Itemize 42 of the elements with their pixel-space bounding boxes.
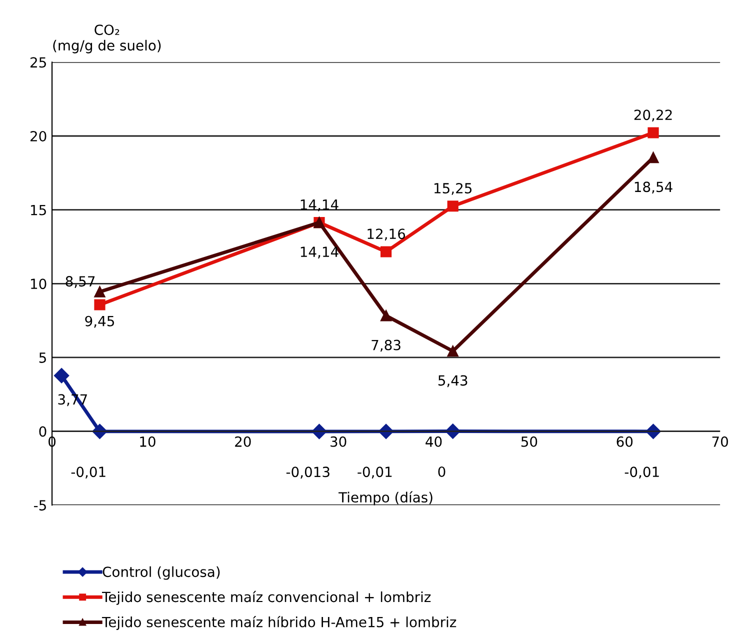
point	[447, 200, 458, 212]
data-label: 15,25	[434, 182, 472, 195]
data-label: 14,14	[300, 200, 338, 212]
x-tick-label: 40	[426, 436, 442, 447]
point	[54, 368, 70, 384]
data-label: -0,01	[624, 466, 659, 479]
y-tick-label: 25	[30, 57, 46, 68]
data-label: -0,01	[71, 466, 106, 479]
data-label: 18,54	[634, 182, 672, 194]
data-label: -0,013	[286, 466, 330, 479]
y-tick-label: 20	[30, 130, 46, 142]
point	[94, 286, 106, 298]
point	[380, 246, 392, 258]
point	[94, 299, 106, 310]
y-axis-title: CO₂ (mg/g de suelo)	[53, 24, 161, 54]
x-tick-label: 60	[616, 436, 633, 447]
point	[648, 152, 659, 164]
legend-label: Control (glucosa)	[102, 566, 220, 580]
data-label: 0	[438, 466, 446, 477]
x-tick-label: 10	[140, 436, 156, 447]
data-label: 7,83	[372, 340, 400, 352]
x-tick-label: 50	[521, 436, 538, 447]
y-tick-label: 0	[39, 426, 46, 437]
data-label: 12,16	[368, 228, 406, 241]
point	[447, 346, 458, 357]
data-label: 20,22	[634, 110, 672, 122]
y-tick-label: 5	[39, 352, 46, 363]
legend-label: Tejido senescente maíz convencional + lombriz	[102, 590, 431, 605]
point	[648, 127, 659, 138]
y-tick-label: 10	[31, 278, 46, 290]
legend-label: Tejido senescente maíz híbrido H-Ame15 + lombriz	[102, 616, 456, 630]
x-tick-label: 30	[330, 436, 346, 447]
x-axis-title: Tiempo (días)	[338, 491, 432, 506]
data-label: 14,14	[300, 246, 338, 259]
data-label: -0,01	[358, 466, 392, 479]
point	[380, 310, 392, 322]
y-tick-label: 15	[31, 204, 46, 216]
data-label: 5,43	[438, 375, 468, 388]
data-label: 9,45	[85, 316, 114, 328]
y-tick-label: -5	[34, 500, 46, 511]
x-tick-label: 20	[235, 436, 251, 447]
x-tick-label: 70	[712, 436, 728, 447]
